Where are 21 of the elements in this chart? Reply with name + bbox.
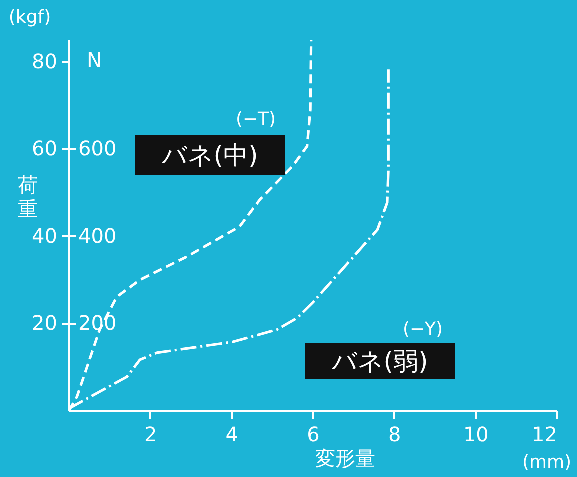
y-tick-label: 20 (32, 311, 58, 336)
y-axis-title: 荷重 (18, 173, 38, 221)
x-tick-label: 8 (388, 422, 402, 446)
y2-axis-title: N (87, 48, 102, 72)
annotation: (−Y) (402, 319, 444, 340)
x-axis-title: 変形量 (316, 446, 376, 470)
text: (kgf) (8, 7, 52, 28)
y2-tick-label: 600 (78, 136, 117, 161)
series-label: バネ(中) (160, 141, 258, 170)
text: (mm) (522, 452, 572, 473)
x-tick-label: 12 (532, 422, 558, 446)
x-tick-label: 6 (307, 422, 320, 446)
series-label: バネ(弱) (330, 347, 428, 376)
y-tick-label: 80 (32, 49, 58, 74)
x-tick-label: 2 (144, 422, 158, 446)
x-tick-label: 10 (463, 422, 489, 446)
y-tick-label: 40 (32, 224, 58, 248)
x-tick-label: 4 (226, 422, 239, 446)
y-tick-label: 60 (32, 136, 58, 161)
y2-tick-label: 400 (78, 224, 117, 248)
annotation: (−T) (236, 109, 276, 130)
